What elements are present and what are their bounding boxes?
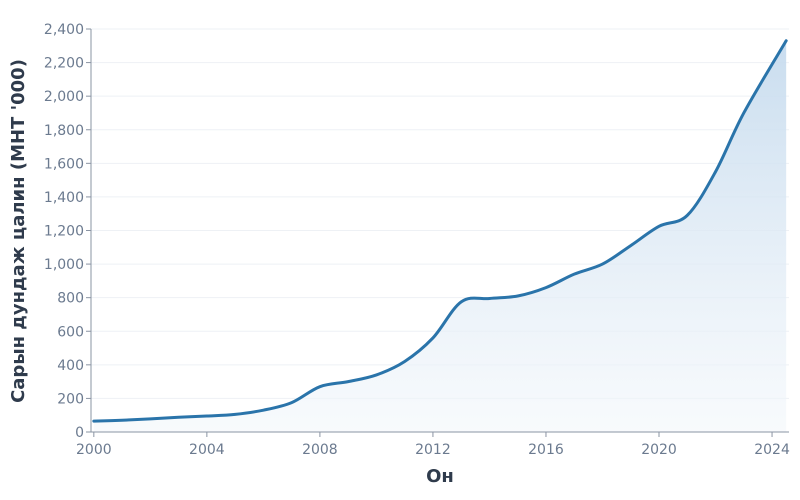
y-tick-label: 1,200 bbox=[44, 224, 84, 240]
line-layer bbox=[92, 39, 788, 423]
y-tick-label: 600 bbox=[57, 324, 84, 340]
x-tick-label: 2020 bbox=[641, 442, 677, 458]
grid bbox=[91, 28, 789, 399]
x-tick-label: 2016 bbox=[528, 442, 564, 458]
x-tick-label: 2004 bbox=[189, 442, 225, 458]
x-axis-title: Он bbox=[426, 466, 454, 487]
y-tick-label: 2,200 bbox=[44, 56, 84, 72]
x-tick-label: 2000 bbox=[76, 442, 112, 458]
y-tick-label: 200 bbox=[57, 391, 84, 407]
y-tick-label: 400 bbox=[57, 358, 84, 374]
y-tick-label: 1,400 bbox=[44, 190, 84, 206]
series-line bbox=[92, 39, 788, 423]
area-layer bbox=[93, 40, 787, 433]
x-tick-label: 2012 bbox=[415, 442, 451, 458]
y-axis-title: Сарын дундаж цалин (МНТ '000) bbox=[8, 59, 29, 403]
axes: 0 200 400 600 800 1,000 1,200 1,400 1,600 1,800 2,… bbox=[44, 22, 790, 458]
y-tick-label: 0 bbox=[75, 425, 84, 441]
x-tick-label: 2008 bbox=[302, 442, 338, 458]
area-fill bbox=[93, 40, 787, 433]
y-tick-label: 1,000 bbox=[44, 257, 84, 273]
y-tick-label: 1,800 bbox=[44, 123, 84, 139]
labels: Он Сарын дундаж цалин (МНТ '000) bbox=[8, 59, 454, 487]
y-tick-label: 800 bbox=[57, 291, 84, 307]
y-tick-label: 2,000 bbox=[44, 89, 84, 105]
x-tick-label: 2024 bbox=[754, 442, 790, 458]
y-tick-label: 1,600 bbox=[44, 156, 84, 172]
y-tick-label: 2,400 bbox=[44, 22, 84, 38]
